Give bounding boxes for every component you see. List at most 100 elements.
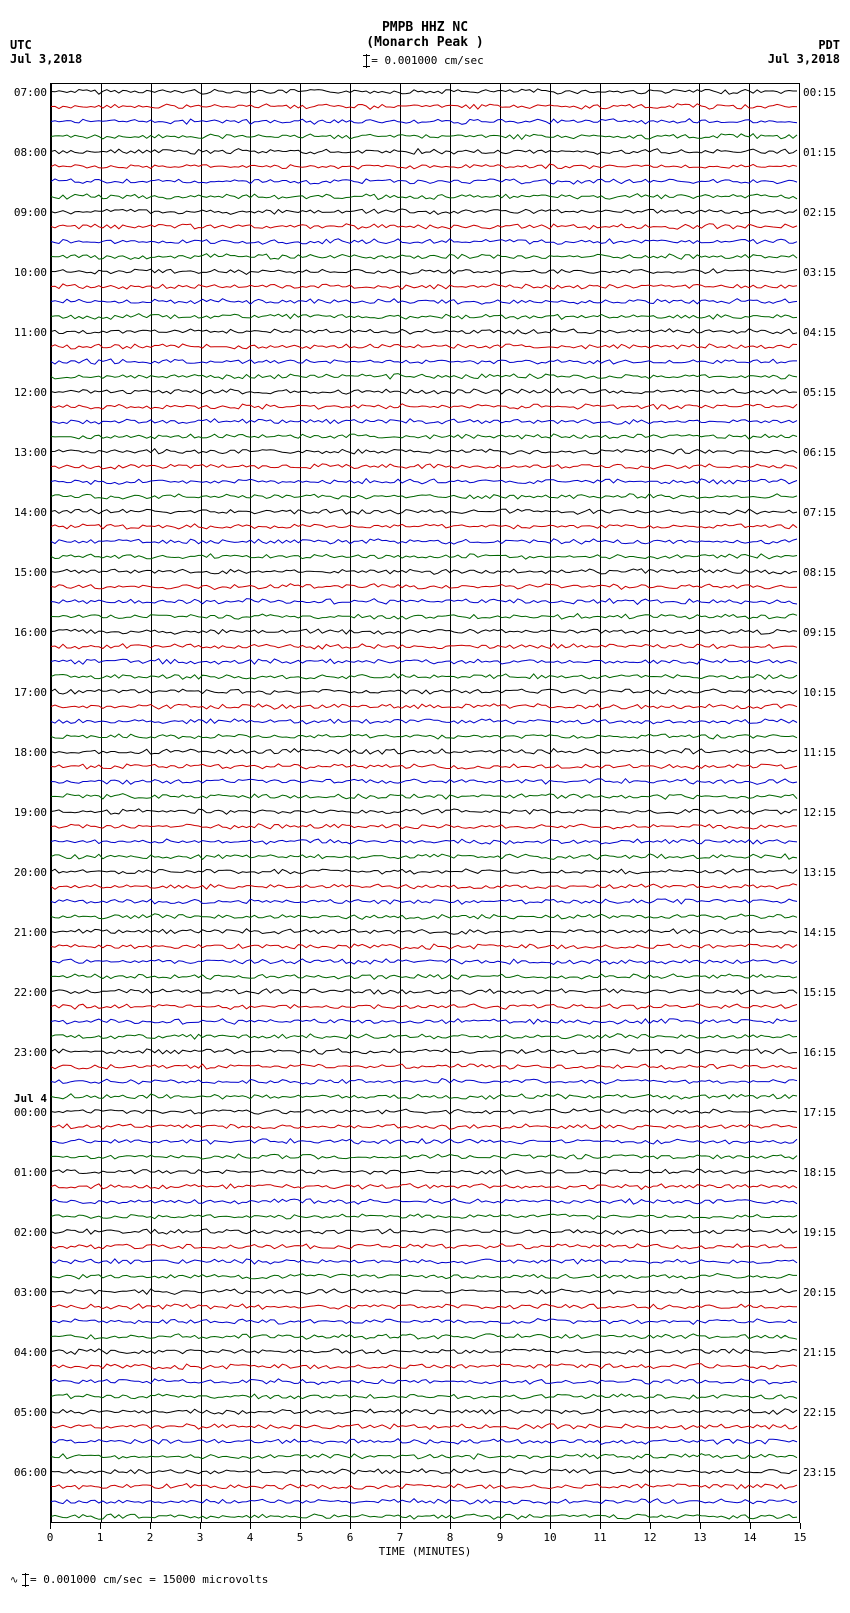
trace-row <box>51 1269 799 1284</box>
trace-row <box>51 279 799 294</box>
utc-time-label: 07:00 <box>14 86 47 99</box>
trace-row <box>51 1089 799 1104</box>
x-tick <box>700 1523 701 1529</box>
trace-row <box>51 369 799 384</box>
pdt-time-label: 03:15 <box>803 266 836 279</box>
pdt-time-label: 15:15 <box>803 986 836 999</box>
pdt-time-label: 17:15 <box>803 1106 836 1119</box>
trace-row: 10:0003:15 <box>51 264 799 279</box>
trace-row <box>51 579 799 594</box>
day-break-label: Jul 4 <box>14 1092 47 1105</box>
x-tick <box>600 1523 601 1529</box>
trace-row: 15:0008:15 <box>51 564 799 579</box>
trace-row: 12:0005:15 <box>51 384 799 399</box>
trace-row: 04:0021:15 <box>51 1344 799 1359</box>
trace-row <box>51 774 799 789</box>
pdt-time-label: 21:15 <box>803 1346 836 1359</box>
trace-row <box>51 1179 799 1194</box>
trace-row <box>51 189 799 204</box>
trace-row: 02:0019:15 <box>51 1224 799 1239</box>
seismogram-container: PMPB HHZ NC (Monarch Peak ) UTC PDT Jul … <box>0 0 850 1597</box>
trace-row: 09:0002:15 <box>51 204 799 219</box>
trace-row <box>51 699 799 714</box>
trace-row <box>51 549 799 564</box>
utc-time-label: 03:00 <box>14 1286 47 1299</box>
x-tick <box>450 1523 451 1529</box>
trace-row <box>51 294 799 309</box>
x-tick-label: 8 <box>447 1531 454 1544</box>
grid-vertical <box>799 84 800 1522</box>
trace-row: 03:0020:15 <box>51 1284 799 1299</box>
trace-row <box>51 1074 799 1089</box>
utc-time-label: 20:00 <box>14 866 47 879</box>
trace-row <box>51 219 799 234</box>
date-right-label: Jul 3,2018 <box>768 52 840 66</box>
trace-row <box>51 999 799 1014</box>
x-tick-label: 0 <box>47 1531 54 1544</box>
trace-row <box>51 1119 799 1134</box>
trace-row <box>51 729 799 744</box>
trace-row <box>51 474 799 489</box>
trace-row <box>51 234 799 249</box>
pdt-time-label: 01:15 <box>803 146 836 159</box>
x-tick-label: 10 <box>543 1531 556 1544</box>
trace-row: 01:0018:15 <box>51 1164 799 1179</box>
trace-row: 07:0000:15 <box>51 84 799 99</box>
utc-time-label: 14:00 <box>14 506 47 519</box>
x-tick <box>50 1523 51 1529</box>
trace-row <box>51 1194 799 1209</box>
trace-row: 16:0009:15 <box>51 624 799 639</box>
pdt-time-label: 05:15 <box>803 386 836 399</box>
trace-row <box>51 849 799 864</box>
trace-row <box>51 1149 799 1164</box>
utc-time-label: 11:00 <box>14 326 47 339</box>
trace-row <box>51 1299 799 1314</box>
trace-row <box>51 1449 799 1464</box>
trace-row: 13:0006:15 <box>51 444 799 459</box>
trace-row <box>51 879 799 894</box>
pdt-time-label: 06:15 <box>803 446 836 459</box>
x-tick-label: 14 <box>743 1531 756 1544</box>
utc-time-label: 09:00 <box>14 206 47 219</box>
trace-row <box>51 909 799 924</box>
pdt-time-label: 13:15 <box>803 866 836 879</box>
station-title: PMPB HHZ NC <box>0 0 850 35</box>
trace-row <box>51 1509 799 1524</box>
x-tick <box>300 1523 301 1529</box>
utc-time-label: 22:00 <box>14 986 47 999</box>
utc-time-label: 18:00 <box>14 746 47 759</box>
trace-row: 18:0011:15 <box>51 744 799 759</box>
utc-time-label: 05:00 <box>14 1406 47 1419</box>
trace-row <box>51 309 799 324</box>
trace-row <box>51 429 799 444</box>
utc-time-label: 10:00 <box>14 266 47 279</box>
trace-row <box>51 1329 799 1344</box>
trace-row: 17:0010:15 <box>51 684 799 699</box>
trace-row <box>51 1209 799 1224</box>
trace-row: 06:0023:15 <box>51 1464 799 1479</box>
utc-time-label: 02:00 <box>14 1226 47 1239</box>
x-tick-label: 15 <box>793 1531 806 1544</box>
x-tick-label: 4 <box>247 1531 254 1544</box>
x-tick-label: 5 <box>297 1531 304 1544</box>
trace-row <box>51 174 799 189</box>
trace-row: 00:00Jul 417:15 <box>51 1104 799 1119</box>
seismogram-plot: 07:0000:15 08:0001:15 09:0002:15 10:0003:15… <box>50 83 800 1523</box>
pdt-time-label: 11:15 <box>803 746 836 759</box>
utc-time-label: 19:00 <box>14 806 47 819</box>
trace-row <box>51 819 799 834</box>
trace-row <box>51 594 799 609</box>
x-tick <box>650 1523 651 1529</box>
trace-row: 08:0001:15 <box>51 144 799 159</box>
trace-row <box>51 399 799 414</box>
trace-row <box>51 759 799 774</box>
pdt-time-label: 07:15 <box>803 506 836 519</box>
x-tick-label: 3 <box>197 1531 204 1544</box>
trace-row <box>51 954 799 969</box>
utc-time-label: 01:00 <box>14 1166 47 1179</box>
trace-row <box>51 129 799 144</box>
utc-time-label: 13:00 <box>14 446 47 459</box>
trace-row <box>51 1434 799 1449</box>
tz-right-label: PDT <box>818 38 840 52</box>
pdt-time-label: 20:15 <box>803 1286 836 1299</box>
